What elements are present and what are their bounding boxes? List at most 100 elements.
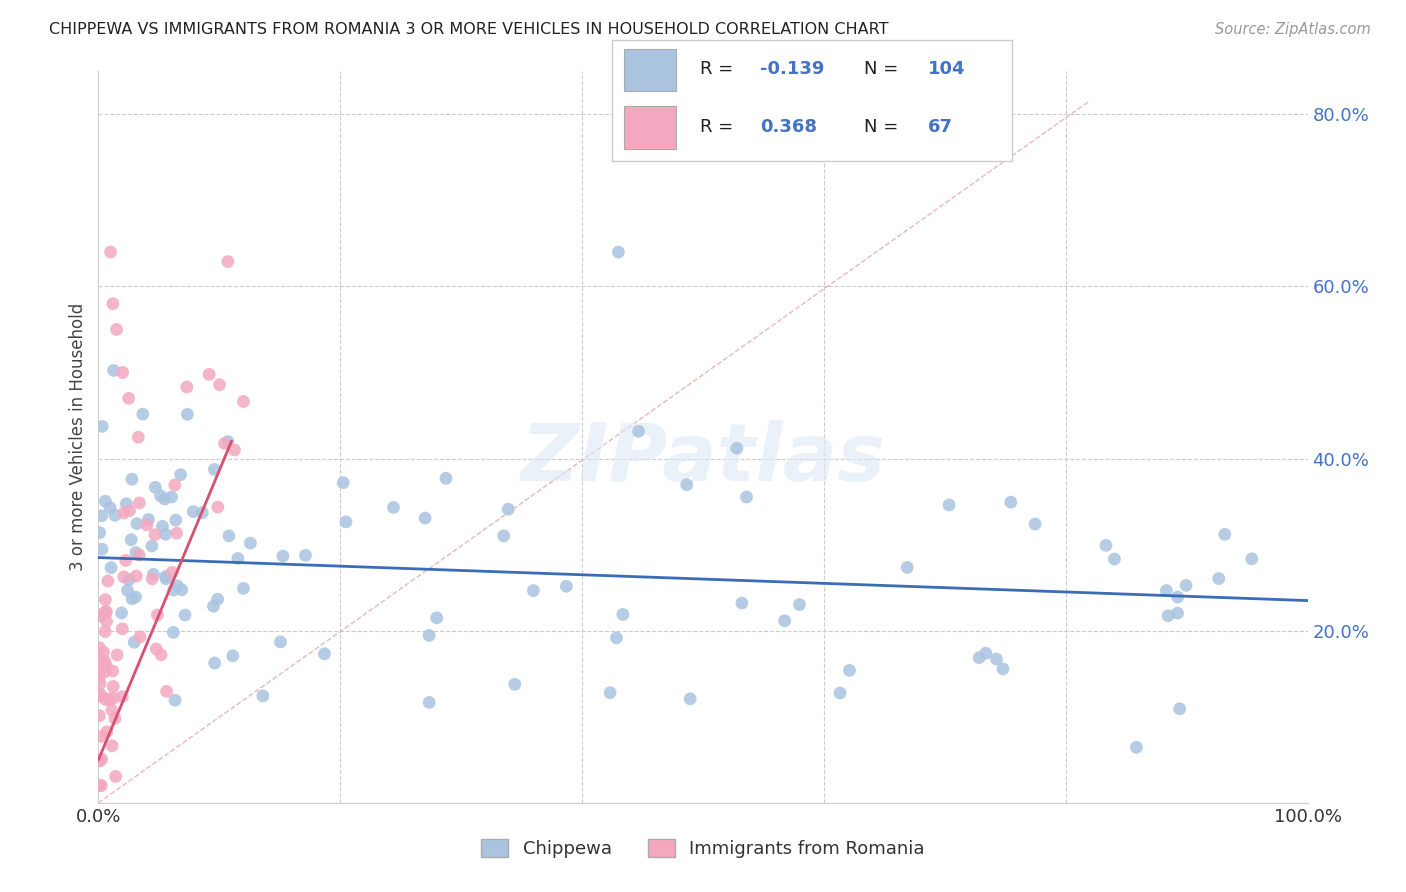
Point <box>155 684 177 698</box>
Point <box>434 471 457 485</box>
Point <box>731 596 754 610</box>
Point <box>94 654 117 668</box>
Point <box>170 582 193 597</box>
Point <box>89 708 111 723</box>
Text: 67: 67 <box>928 118 953 136</box>
Point <box>607 245 630 260</box>
Point <box>207 592 229 607</box>
Point <box>96 724 118 739</box>
Point <box>96 614 118 628</box>
Point <box>145 641 167 656</box>
Point <box>94 657 117 672</box>
Point <box>224 443 246 458</box>
Point <box>124 590 146 604</box>
Point <box>208 377 231 392</box>
Point <box>181 505 204 519</box>
Point <box>104 508 127 523</box>
Point <box>896 560 918 574</box>
Point <box>87 754 110 768</box>
Point <box>146 607 169 622</box>
Point <box>128 548 150 562</box>
Point <box>1167 590 1189 604</box>
Point <box>96 605 118 619</box>
Text: N =: N = <box>865 118 904 136</box>
Point <box>838 664 860 678</box>
Point <box>89 640 111 655</box>
Point <box>217 254 239 268</box>
Point <box>94 604 117 618</box>
Point <box>89 653 111 667</box>
Point <box>599 686 621 700</box>
Point <box>98 692 121 706</box>
Point <box>198 368 221 382</box>
Point <box>418 695 440 709</box>
Point <box>1157 608 1180 623</box>
FancyBboxPatch shape <box>624 106 676 149</box>
Point <box>789 598 811 612</box>
Point <box>735 490 758 504</box>
Point <box>204 656 226 670</box>
Point <box>155 572 177 586</box>
Point <box>160 566 183 580</box>
Point <box>974 646 997 660</box>
Point <box>103 680 125 694</box>
Point <box>101 296 124 310</box>
Point <box>143 527 166 541</box>
Point <box>90 688 112 702</box>
Point <box>94 494 117 508</box>
Point <box>128 496 150 510</box>
Point <box>1125 740 1147 755</box>
Point <box>314 647 336 661</box>
Point <box>90 730 112 744</box>
Point <box>176 408 198 422</box>
Point <box>89 666 111 681</box>
Point <box>93 645 115 659</box>
Point <box>90 508 112 523</box>
Point <box>176 380 198 394</box>
Point <box>294 549 316 563</box>
Point <box>252 689 274 703</box>
Point <box>89 525 111 540</box>
Text: 104: 104 <box>928 60 966 78</box>
Point <box>145 480 167 494</box>
Point <box>111 366 134 380</box>
Point <box>118 392 141 406</box>
Point <box>1175 578 1198 592</box>
Point <box>1156 583 1178 598</box>
Point <box>115 497 138 511</box>
Point <box>1104 552 1126 566</box>
Point <box>114 553 136 567</box>
Point <box>605 631 627 645</box>
Point <box>94 624 117 639</box>
Point <box>90 609 112 624</box>
Point <box>418 628 440 642</box>
Point <box>155 569 177 583</box>
Text: 0.368: 0.368 <box>759 118 817 136</box>
Point <box>1240 551 1263 566</box>
Point <box>90 779 112 793</box>
Point <box>101 664 124 678</box>
Point <box>204 462 226 476</box>
Point <box>141 572 163 586</box>
Point <box>112 506 135 520</box>
Text: R =: R = <box>700 118 738 136</box>
Point <box>89 779 111 793</box>
Point <box>222 648 245 663</box>
Point <box>612 607 634 622</box>
Point <box>118 504 141 518</box>
Text: CHIPPEWA VS IMMIGRANTS FROM ROMANIA 3 OR MORE VEHICLES IN HOUSEHOLD CORRELATION : CHIPPEWA VS IMMIGRANTS FROM ROMANIA 3 OR… <box>49 22 889 37</box>
Point <box>153 492 176 507</box>
Point <box>110 606 132 620</box>
Point <box>94 692 117 706</box>
Point <box>100 245 122 260</box>
Point <box>1000 495 1022 509</box>
Point <box>89 670 111 684</box>
Point <box>627 425 650 439</box>
Point <box>117 583 139 598</box>
Point <box>207 500 229 514</box>
Text: R =: R = <box>700 60 738 78</box>
Point <box>100 560 122 574</box>
Point <box>149 489 172 503</box>
Point <box>426 611 449 625</box>
Point <box>160 490 183 504</box>
